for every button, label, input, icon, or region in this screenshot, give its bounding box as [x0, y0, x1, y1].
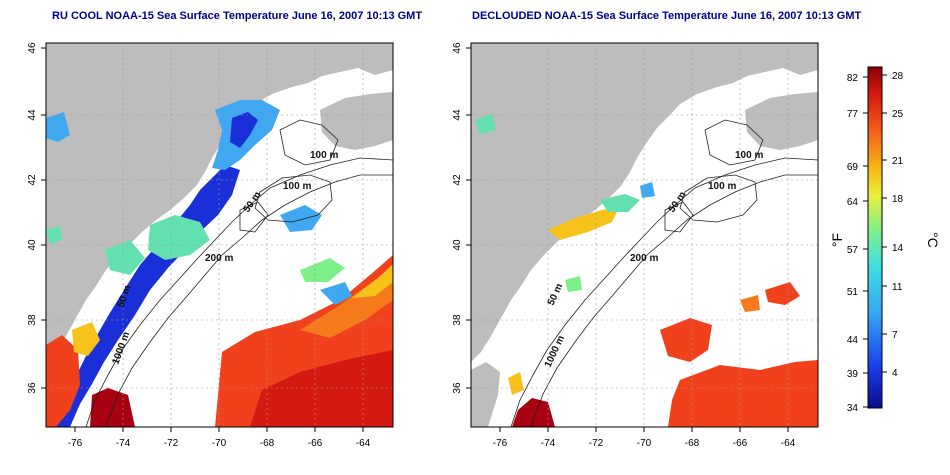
- colorbar-f-label: 69: [847, 162, 859, 173]
- left-lon-label: -64: [356, 438, 371, 449]
- left-map-warm-coast: [46, 335, 80, 427]
- colorbar-unit-c: °C: [925, 232, 941, 248]
- right-lat-label: 42: [452, 174, 463, 186]
- left-map-hot-coast: [90, 388, 135, 427]
- left-lat-label: 46: [27, 42, 38, 54]
- colorbar-f-label: 51: [847, 287, 859, 298]
- right-map-yellow-coast: [508, 372, 524, 395]
- left-lat-label: 42: [27, 174, 38, 186]
- left-lat-label: 40: [27, 239, 38, 251]
- colorbar-f-label: 34: [847, 403, 859, 414]
- left-map-mild-patch-w: [46, 226, 62, 244]
- left-contour-label-4: 200 m: [205, 253, 233, 264]
- left-map-mild-water: [148, 215, 210, 260]
- colorbar-f-label: 57: [847, 245, 859, 256]
- colorbar-f-label: 82: [847, 73, 859, 84]
- right-map-warm-patch-s: [668, 360, 818, 427]
- left-map-yellow-coast: [72, 322, 100, 356]
- left-lon-label: -66: [308, 438, 323, 449]
- colorbar: 82 77 69 64 57 51 44 39 34 28 25 21 18 1…: [829, 66, 941, 414]
- colorbar-f-label: 39: [847, 369, 859, 380]
- left-lon-label: -70: [212, 438, 227, 449]
- colorbar-f-label: 77: [847, 109, 859, 120]
- right-map-land: [471, 43, 818, 362]
- left-map-lat-labels: 46 44 42 40 38 36: [27, 42, 38, 394]
- right-contour-label-1: 100 m: [735, 150, 763, 161]
- left-lat-label: 44: [27, 109, 38, 121]
- colorbar-c-label: 7: [892, 330, 898, 341]
- colorbar-gradient: [867, 66, 883, 409]
- left-map-lon-labels: -76 -74 -72 -70 -68 -66 -64: [68, 438, 371, 449]
- left-map-red-band: [250, 350, 393, 427]
- right-map-mild-patch: [600, 194, 640, 212]
- right-map-warm-patch: [660, 318, 712, 362]
- left-lon-label: -68: [260, 438, 275, 449]
- left-map-graticule: [46, 43, 393, 427]
- right-map-nova-scotia: [745, 92, 818, 150]
- left-map-cool-patch: [280, 205, 322, 232]
- left-lon-label: -72: [164, 438, 179, 449]
- left-lon-label: -76: [68, 438, 83, 449]
- right-map-graticule: [471, 43, 818, 427]
- right-map-yellow-band: [548, 206, 620, 240]
- colorbar-c-label: 28: [892, 71, 904, 82]
- right-contour-label-2: 100 m: [708, 181, 736, 192]
- left-map-cyan-patch: [320, 282, 352, 305]
- colorbar-c-label: 14: [892, 243, 904, 254]
- left-contour-label-2: 100 m: [283, 181, 311, 192]
- left-map-yellow-band: [352, 264, 393, 298]
- colorbar-c-label: 18: [892, 194, 904, 205]
- right-lat-label: 38: [452, 314, 463, 326]
- right-map: 100 m 100 m 50 m 200 m 50 m 1000 m -76 -…: [452, 42, 819, 449]
- colorbar-unit-f: °F: [829, 233, 845, 247]
- right-map-lat-labels: 46 44 42 40 38 36: [452, 42, 463, 394]
- left-map-cool-patch-nw: [46, 112, 70, 142]
- right-map-warm-patch-e: [765, 282, 800, 305]
- left-contour-label-1: 100 m: [310, 150, 338, 161]
- colorbar-c-ticks: [882, 74, 887, 373]
- left-lat-label: 36: [27, 382, 38, 394]
- left-map-ticks: [41, 47, 364, 432]
- colorbar-f-label: 64: [847, 197, 859, 208]
- left-map-title: RU COOL NOAA-15 Sea Surface Temperature …: [52, 10, 423, 22]
- right-lon-label: -70: [637, 438, 652, 449]
- right-contour-label-4: 200 m: [630, 253, 658, 264]
- left-map-land: [46, 43, 393, 362]
- left-lat-label: 38: [27, 314, 38, 326]
- colorbar-f-labels: 82 77 69 64 57 51 44 39 34: [847, 73, 859, 414]
- right-lat-label: 44: [452, 109, 463, 121]
- left-lon-label: -74: [116, 438, 131, 449]
- right-lat-label: 36: [452, 382, 463, 394]
- colorbar-f-label: 44: [847, 335, 859, 346]
- right-map-coast-land: [471, 362, 500, 427]
- left-map-mild-water-2: [105, 240, 145, 275]
- right-lon-label: -72: [589, 438, 604, 449]
- right-map-orange-patch: [740, 295, 760, 312]
- right-lat-label: 46: [452, 42, 463, 54]
- colorbar-f-ticks: [863, 76, 868, 408]
- colorbar-c-label: 25: [892, 109, 904, 120]
- left-map: 100 m 100 m 50 m 200 m 50 m 1000 m -76 -…: [27, 42, 394, 449]
- left-map-green-patch: [300, 258, 345, 282]
- right-lon-label: -68: [685, 438, 700, 449]
- left-map-cold-gom: [230, 112, 258, 148]
- right-lon-label: -64: [781, 438, 796, 449]
- right-map-hot-coast: [512, 398, 555, 427]
- right-map-title: DECLOUDED NOAA-15 Sea Surface Temperatur…: [472, 10, 862, 22]
- right-map-green-patch: [565, 276, 582, 292]
- right-lat-label: 40: [452, 239, 463, 251]
- right-lon-label: -66: [733, 438, 748, 449]
- right-map-ticks: [466, 47, 789, 432]
- right-map-lon-labels: -76 -74 -72 -70 -68 -66 -64: [493, 438, 796, 449]
- colorbar-c-labels: 28 25 21 18 14 11 7 4: [892, 71, 904, 379]
- colorbar-c-label: 21: [892, 156, 904, 167]
- right-lon-label: -76: [493, 438, 508, 449]
- colorbar-c-label: 11: [892, 282, 903, 293]
- right-lon-label: -74: [541, 438, 556, 449]
- colorbar-c-label: 4: [892, 368, 898, 379]
- left-map-nova-scotia: [320, 92, 393, 150]
- right-map-mild-patch-nw: [475, 114, 496, 134]
